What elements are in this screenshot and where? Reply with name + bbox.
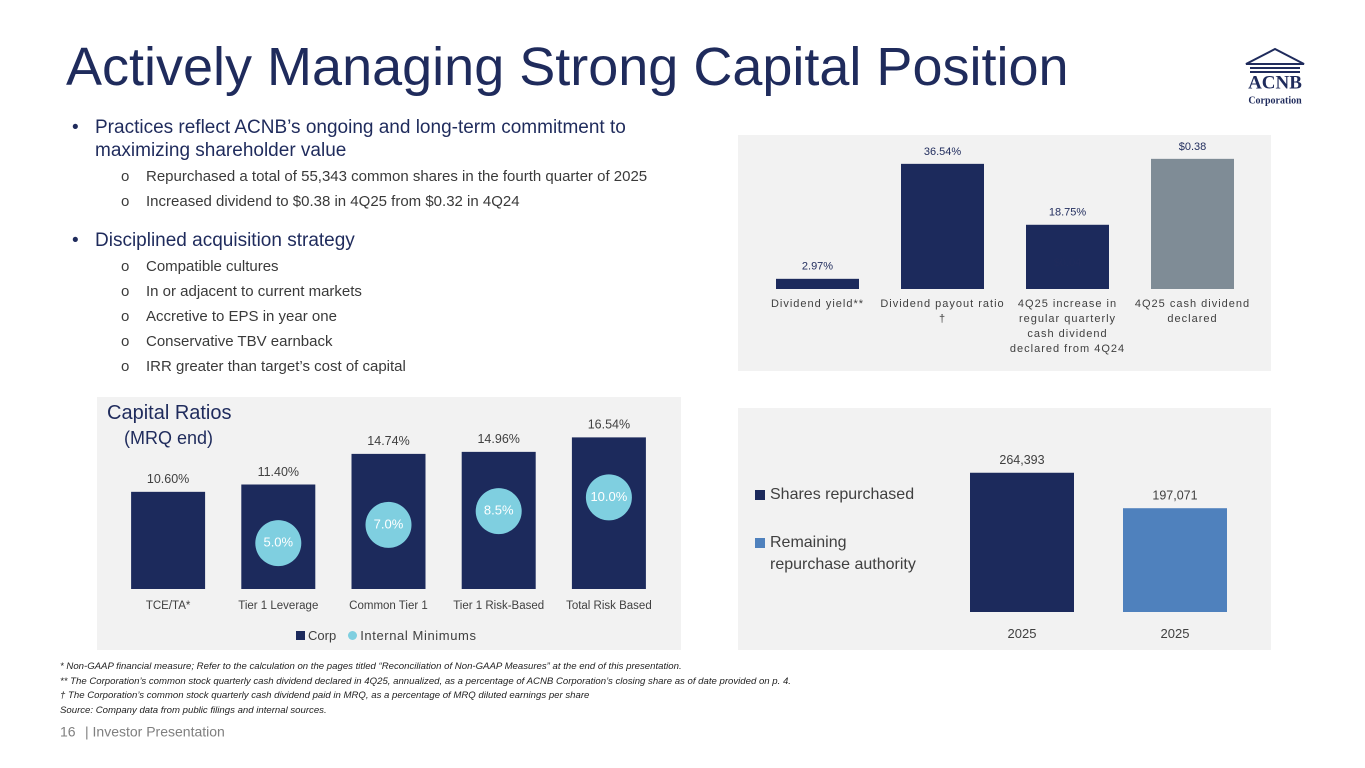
bar [776, 278, 859, 289]
value-label: $0.38 [1179, 141, 1207, 153]
sub-bullet: o Compatible cultures [121, 258, 279, 275]
footnote: * Non-GAAP financial measure; Refer to t… [60, 661, 682, 672]
footnote: ** The Corporation’s common stock quarte… [60, 675, 791, 687]
value-label: 264,393 [999, 453, 1044, 467]
legend-item: Remaining repurchase authority [755, 532, 930, 576]
footer-label: | Investor Presentation [85, 724, 225, 740]
sub-bullet-marker: o [121, 168, 130, 185]
bar [970, 472, 1074, 612]
marker [255, 520, 302, 567]
x-tick-label: Common Tier 1 [349, 600, 428, 612]
legend: Corp Internal Minimums [296, 628, 477, 643]
sub-bullet-marker: o [121, 283, 130, 300]
x-tick-label: 2025 [1007, 626, 1037, 641]
legend-label: Remaining repurchase authority [770, 534, 916, 573]
legend-marker [755, 490, 765, 500]
legend: Shares repurchased Remaining repurchase a… [755, 484, 930, 576]
x-tick-label: 2025 [1160, 626, 1190, 641]
sub-bullet: o In or adjacent to current markets [121, 283, 362, 300]
footnote: Source: Company data from public filings… [60, 704, 327, 716]
marker [365, 501, 412, 548]
marker [585, 474, 632, 521]
legend-item: Corp [296, 628, 336, 643]
bullet: • Practices reflect ACNB’s ongoing and lo… [72, 116, 695, 162]
sub-bullet-text: Repurchased a total of 55,343 common sha… [146, 168, 648, 185]
marker [475, 488, 522, 535]
x-tick-label: TCE/TA* [145, 600, 191, 612]
legend-label: Shares repurchased [770, 486, 915, 503]
bar [901, 163, 984, 289]
sub-bullet-text: IRR greater than target’s cost of capita… [146, 358, 406, 375]
value-label: 10.60% [147, 472, 189, 486]
sub-bullet-marker: o [121, 193, 130, 210]
sub-bullet-marker: o [121, 258, 130, 275]
value-label: 7.0% [374, 516, 404, 531]
legend-item: Shares repurchased [755, 484, 914, 506]
bar [131, 491, 206, 589]
sub-bullet-marker: o [121, 333, 130, 350]
value-label: 14.74% [367, 434, 409, 448]
sub-bullet: o Conservative TBV earnback [121, 333, 332, 350]
logo-mark [1245, 47, 1305, 73]
legend-marker [296, 631, 305, 640]
sub-bullet: o Increased dividend to $0.38 in 4Q25 fro… [121, 193, 520, 210]
value-label: 2.97% [802, 261, 833, 273]
value-label: 11.40% [258, 465, 299, 479]
sub-bullet: o IRR greater than target’s cost of capit… [121, 358, 406, 375]
page-number: 16 [60, 724, 76, 740]
logo-subtitle: Corporation [1248, 95, 1302, 106]
sub-bullet-text: Conservative TBV earnback [146, 333, 333, 350]
x-tick-label: Dividend yield** [770, 298, 865, 310]
legend-marker [755, 538, 765, 548]
value-label: 16.54% [588, 418, 630, 432]
sub-bullet-text: Increased dividend to $0.38 in 4Q25 from… [146, 193, 520, 210]
bullet: • Disciplined acquisition strategy [72, 229, 695, 252]
logo-name: ACNB [1248, 72, 1302, 93]
value-label: 36.54% [924, 146, 962, 158]
x-tick-label: Tier 1 Leverage [238, 600, 319, 612]
legend-marker [348, 631, 358, 640]
sub-bullet-marker: o [121, 358, 130, 375]
x-tick-label: 4Q25 cash dividend declared [1134, 298, 1251, 325]
sub-bullet-text: Accretive to EPS in year one [146, 308, 337, 325]
footnote: † The Corporation’s common stock quarter… [60, 690, 590, 701]
bullet-dot: • [72, 230, 79, 251]
x-tick-label: Total Risk Based [566, 600, 652, 612]
legend-item: Internal Minimums [348, 628, 476, 643]
bullet-text: Practices reflect ACNB’s ongoing and lon… [95, 117, 626, 161]
value-label: 8.5% [484, 503, 514, 518]
value-label: 18.75% [1049, 207, 1087, 219]
legend-label: Corp [308, 628, 337, 643]
sub-bullet: o Repurchased a total of 55,343 common sh… [121, 168, 647, 185]
slide-title: Actively Managing Strong Capital Positio… [66, 37, 1069, 97]
sub-bullet-marker: o [121, 308, 130, 325]
value-label: 5.0% [263, 535, 293, 550]
bullet-dot: • [72, 117, 79, 138]
sub-bullet-text: Compatible cultures [146, 258, 279, 275]
value-label: 197,071 [1152, 489, 1197, 503]
bullet-text: Disciplined acquisition strategy [95, 230, 355, 251]
sub-bullet: o Accretive to EPS in year one [121, 308, 337, 325]
chart-title: Capital Ratios [107, 402, 232, 424]
bar [1026, 224, 1109, 289]
value-label: 10.0% [590, 489, 627, 504]
x-tick-label: Dividend payout ratio † [880, 298, 1005, 325]
value-label: 14.96% [477, 432, 519, 446]
chart-subtitle: (MRQ end) [124, 428, 214, 448]
bar [1151, 158, 1234, 289]
x-tick-label: Tier 1 Risk-Based [453, 600, 545, 612]
sub-bullet-text: In or adjacent to current markets [146, 283, 362, 300]
legend-label: Internal Minimums [360, 628, 477, 643]
value-label: $0.04 [1054, 257, 1082, 269]
bar [1123, 508, 1227, 612]
x-tick-label: 4Q25 increase in regular quarterly cash … [1009, 298, 1126, 355]
